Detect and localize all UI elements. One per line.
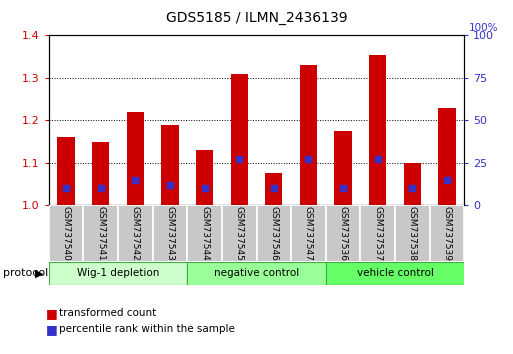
Bar bbox=[161, 125, 179, 205]
Bar bbox=[429, 205, 464, 262]
Text: negative control: negative control bbox=[214, 268, 299, 279]
Bar bbox=[49, 205, 83, 262]
Text: GSM737543: GSM737543 bbox=[165, 206, 174, 261]
Bar bbox=[187, 262, 326, 285]
Bar bbox=[230, 74, 248, 205]
Text: 100%: 100% bbox=[468, 23, 498, 33]
Bar bbox=[291, 205, 326, 262]
Text: GDS5185 / ILMN_2436139: GDS5185 / ILMN_2436139 bbox=[166, 11, 347, 25]
Bar bbox=[395, 205, 429, 262]
Text: GSM737547: GSM737547 bbox=[304, 206, 313, 261]
Text: GSM737540: GSM737540 bbox=[62, 206, 71, 261]
Text: GSM737538: GSM737538 bbox=[408, 206, 417, 261]
Bar bbox=[187, 205, 222, 262]
Text: Wig-1 depletion: Wig-1 depletion bbox=[77, 268, 159, 279]
Text: ■: ■ bbox=[46, 307, 58, 320]
Text: GSM737541: GSM737541 bbox=[96, 206, 105, 261]
Bar bbox=[334, 131, 352, 205]
Bar bbox=[438, 108, 456, 205]
Bar bbox=[57, 137, 75, 205]
Bar bbox=[300, 65, 317, 205]
Bar bbox=[326, 262, 464, 285]
Bar bbox=[265, 173, 283, 205]
Bar bbox=[256, 205, 291, 262]
Text: GSM737536: GSM737536 bbox=[339, 206, 348, 261]
Text: transformed count: transformed count bbox=[59, 308, 156, 318]
Bar bbox=[360, 205, 395, 262]
Text: GSM737546: GSM737546 bbox=[269, 206, 279, 261]
Bar bbox=[127, 112, 144, 205]
Text: ■: ■ bbox=[46, 323, 58, 336]
Text: GSM737545: GSM737545 bbox=[234, 206, 244, 261]
Text: percentile rank within the sample: percentile rank within the sample bbox=[59, 324, 235, 334]
Bar bbox=[153, 205, 187, 262]
Bar bbox=[369, 55, 386, 205]
Text: GSM737539: GSM737539 bbox=[442, 206, 451, 261]
Bar bbox=[83, 205, 118, 262]
Text: vehicle control: vehicle control bbox=[357, 268, 433, 279]
Bar bbox=[222, 205, 256, 262]
Bar bbox=[196, 150, 213, 205]
Text: GSM737544: GSM737544 bbox=[200, 206, 209, 261]
Bar bbox=[326, 205, 360, 262]
Text: GSM737537: GSM737537 bbox=[373, 206, 382, 261]
Bar bbox=[92, 142, 109, 205]
Text: GSM737542: GSM737542 bbox=[131, 206, 140, 261]
Bar bbox=[49, 262, 187, 285]
Text: protocol: protocol bbox=[3, 268, 48, 279]
Bar bbox=[118, 205, 153, 262]
Text: ▶: ▶ bbox=[35, 268, 44, 279]
Bar bbox=[404, 163, 421, 205]
